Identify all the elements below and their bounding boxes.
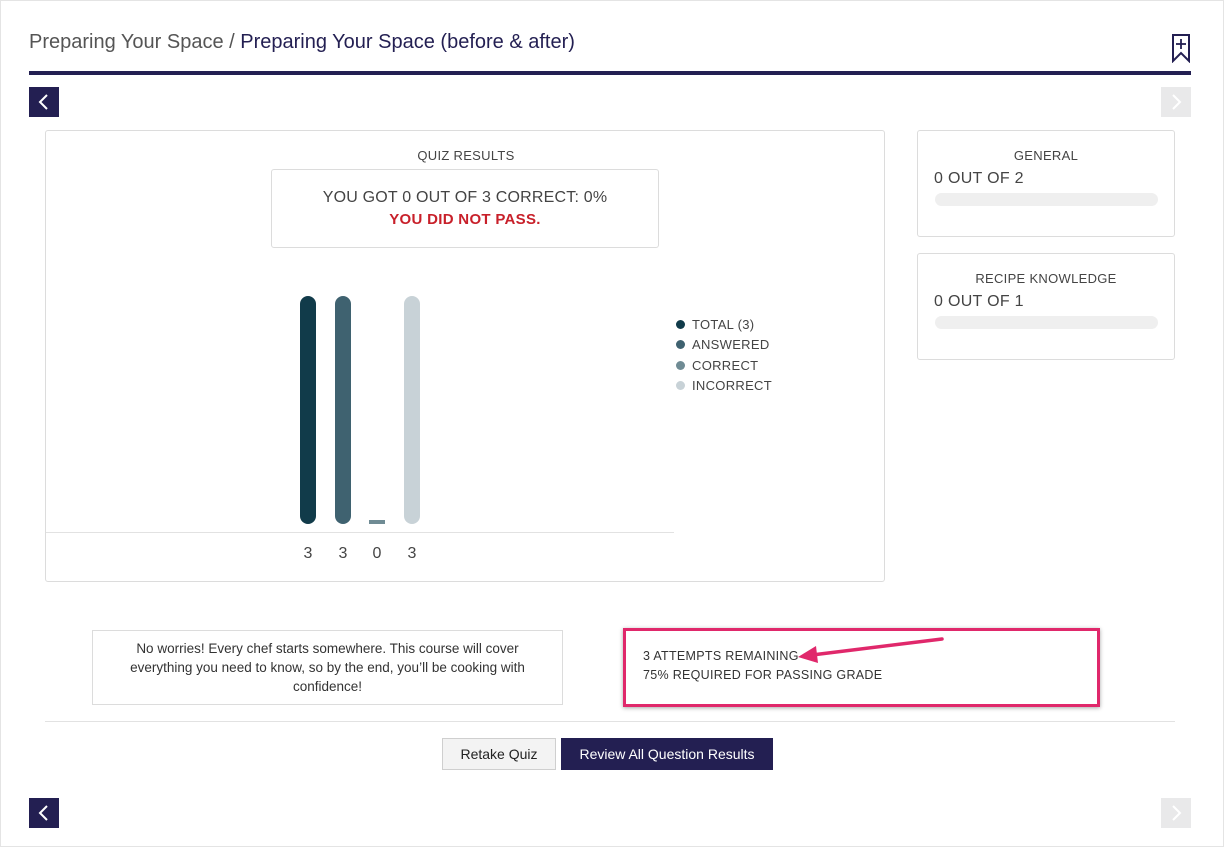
- next-lesson-button-top[interactable]: [1161, 87, 1191, 117]
- legend-label: INCORRECT: [692, 378, 772, 394]
- legend-label: CORRECT: [692, 357, 759, 373]
- legend-label: TOTAL (3): [692, 316, 755, 332]
- bar-value-label: 3: [408, 545, 417, 562]
- quiz-results-card: QUIZ RESULTS YOU GOT 0 OUT OF 3 CORRECT:…: [45, 130, 885, 582]
- passing-requirement: 75% REQUIRED FOR PASSING GRADE: [643, 668, 883, 682]
- prev-lesson-button-top[interactable]: [29, 87, 59, 117]
- chevron-left-icon: [38, 94, 48, 110]
- category-card-general: GENERAL 0 OUT OF 2: [917, 130, 1175, 237]
- review-results-button[interactable]: Review All Question Results: [561, 738, 773, 770]
- bar-value-label: 3: [339, 545, 348, 562]
- legend-item-total: TOTAL (3): [676, 314, 772, 335]
- legend-swatch: [676, 319, 685, 329]
- prev-lesson-button-bottom[interactable]: [29, 798, 59, 828]
- category-title: RECIPE KNOWLEDGE: [975, 271, 1117, 286]
- attempts-remaining: 3 ATTEMPTS REMAINING: [643, 649, 799, 663]
- legend-swatch: [676, 381, 685, 391]
- category-score: 0 OUT OF 2: [934, 170, 1024, 187]
- results-bar-chart: 3 3 0 3: [300, 296, 420, 562]
- result-status: YOU DID NOT PASS.: [389, 211, 541, 228]
- attempts-highlight-annotation: [623, 628, 1100, 707]
- bar-correct: [369, 520, 385, 524]
- breadcrumb-parent[interactable]: Preparing Your Space: [29, 31, 224, 53]
- category-progress-bar: [935, 193, 1158, 206]
- bar-value-label: 0: [373, 545, 382, 562]
- next-lesson-button-bottom[interactable]: [1161, 798, 1191, 828]
- legend-item-incorrect: INCORRECT: [676, 376, 772, 397]
- legend-item-answered: ANSWERED: [676, 335, 772, 356]
- feedback-message: No worries! Every chef starts somewhere.…: [92, 630, 563, 705]
- section-divider: [45, 721, 1175, 722]
- score-summary-box: YOU GOT 0 OUT OF 3 CORRECT: 0% YOU DID N…: [271, 169, 659, 248]
- chevron-right-icon: [1172, 805, 1182, 821]
- legend-item-correct: CORRECT: [676, 355, 772, 376]
- category-progress-bar: [935, 316, 1158, 329]
- legend-swatch: [676, 360, 685, 370]
- legend-swatch: [676, 340, 685, 350]
- score-line: YOU GOT 0 OUT OF 3 CORRECT: 0%: [322, 189, 608, 206]
- bar-answered: [335, 296, 351, 524]
- attempts-box: 3 ATTEMPTS REMAINING 75% REQUIRED FOR PA…: [624, 629, 1099, 706]
- lesson-header: Preparing Your Space / Preparing Your Sp…: [29, 29, 1191, 75]
- retake-quiz-button[interactable]: Retake Quiz: [442, 738, 556, 770]
- chevron-right-icon: [1172, 94, 1182, 110]
- breadcrumb-current: Preparing Your Space (before & after): [240, 31, 575, 53]
- bar-incorrect: [404, 296, 420, 524]
- bar-total: [300, 296, 316, 524]
- chart-baseline: [46, 532, 674, 533]
- category-score: 0 OUT OF 1: [934, 293, 1024, 310]
- chevron-left-icon: [38, 805, 48, 821]
- legend-label: ANSWERED: [692, 337, 770, 353]
- category-title: GENERAL: [1013, 148, 1079, 163]
- breadcrumb-separator: /: [223, 31, 241, 53]
- category-card-recipe-knowledge: RECIPE KNOWLEDGE 0 OUT OF 1: [917, 253, 1175, 360]
- bar-value-label: 3: [304, 545, 313, 562]
- annotation-arrow-icon: [798, 637, 944, 663]
- chart-legend: TOTAL (3) ANSWERED CORRECT INCORRECT: [676, 314, 772, 396]
- bookmark-add-icon[interactable]: [1171, 33, 1191, 64]
- breadcrumb: Preparing Your Space / Preparing Your Sp…: [29, 31, 575, 54]
- quiz-results-title: QUIZ RESULTS: [417, 148, 515, 163]
